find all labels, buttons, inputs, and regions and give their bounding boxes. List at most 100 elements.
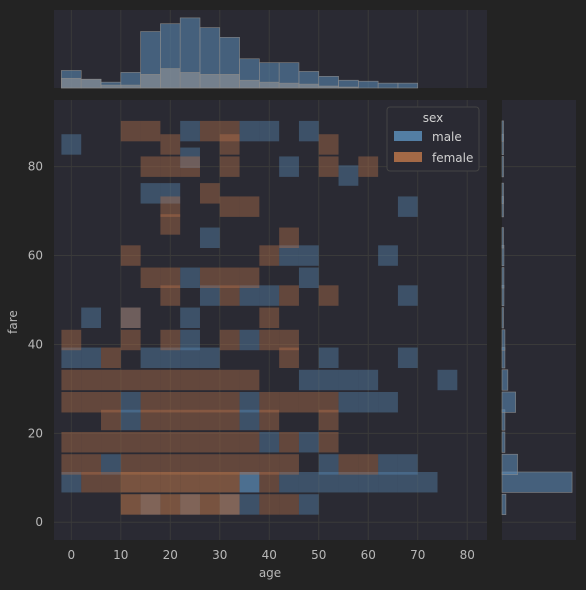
age-histogram-bar-female — [100, 84, 122, 89]
x-tick-label: 40 — [262, 548, 277, 562]
heatmap-cell-male — [180, 347, 200, 368]
heatmap-cell-male — [378, 392, 398, 413]
fare-histogram-bar — [501, 267, 505, 289]
heatmap-cell-female — [180, 454, 200, 475]
fare-histogram-bar — [501, 227, 504, 249]
heatmap-cell-female — [318, 134, 339, 155]
heatmap-cell-male — [239, 329, 260, 351]
heatmap-cell-female — [81, 454, 102, 475]
age-histogram-bar — [377, 82, 399, 89]
heatmap-cell-female — [199, 120, 220, 142]
heatmap-cell-female — [160, 494, 181, 515]
heatmap-cell-male — [378, 472, 398, 493]
x-tick-label: 30 — [212, 548, 227, 562]
main-heatmap-cells — [61, 120, 458, 515]
heatmap-cell-female — [160, 329, 181, 351]
heatmap-cell-male — [298, 472, 319, 493]
heatmap-cell-female — [318, 432, 339, 453]
heatmap-cell-male — [180, 147, 200, 168]
x-tick-label: 20 — [163, 548, 178, 562]
x-tick-label: 60 — [361, 548, 376, 562]
heatmap-cell-female — [101, 369, 121, 391]
heatmap-cell-male — [259, 120, 280, 142]
heatmap-cell-female — [101, 432, 121, 453]
heatmap-cell-female — [140, 369, 161, 391]
heatmap-cell-female — [180, 156, 200, 177]
heatmap-cell-female — [160, 156, 181, 177]
heatmap-cell-female — [61, 454, 82, 475]
heatmap-cell-female — [140, 409, 161, 431]
age-histogram-bar-female — [318, 85, 339, 89]
heatmap-cell-female — [140, 454, 161, 475]
age-histogram-bar-female — [219, 74, 240, 89]
heatmap-cell-male — [397, 285, 418, 306]
heatmap-cell-male — [180, 307, 200, 328]
heatmap-cell-male — [338, 165, 359, 186]
heatmap-cell-male — [318, 454, 339, 475]
legend-swatch-male — [394, 131, 422, 141]
heatmap-cell-female — [180, 409, 200, 431]
heatmap-cell-female — [219, 454, 240, 475]
heatmap-cell-female — [259, 245, 280, 266]
heatmap-cell-male — [239, 409, 260, 431]
heatmap-cell-female — [219, 134, 240, 155]
heatmap-cell-female — [160, 369, 181, 391]
age-histogram-bar-female — [80, 78, 102, 89]
main-plot-panel — [54, 100, 487, 540]
heatmap-cell-female — [120, 329, 141, 351]
age-histogram-bar-female — [179, 72, 201, 89]
heatmap-cell-male — [338, 369, 359, 391]
heatmap-cell-female — [298, 392, 319, 413]
heatmap-cell-male — [358, 472, 379, 493]
heatmap-cell-male — [140, 347, 161, 368]
heatmap-cell-female — [81, 432, 102, 453]
heatmap-cell-female — [318, 409, 339, 431]
fare-histogram-bar — [501, 369, 509, 391]
heatmap-cell-female — [180, 494, 200, 515]
fare-histogram-bar — [501, 307, 504, 329]
heatmap-cell-female — [81, 472, 102, 493]
fare-histogram-bar — [501, 471, 573, 493]
heatmap-cell-male — [298, 120, 319, 142]
heatmap-cell-male — [239, 285, 260, 306]
fare-histogram-bar — [501, 182, 504, 204]
heatmap-cell-female — [279, 285, 299, 306]
heatmap-cell-female — [259, 307, 280, 328]
main-grid — [54, 100, 487, 540]
heatmap-cell-female — [219, 432, 240, 453]
age-histogram-bar — [397, 82, 419, 89]
heatmap-cell-male — [160, 183, 181, 204]
fare-histogram-bar — [501, 493, 507, 515]
heatmap-cell-female — [279, 227, 299, 248]
heatmap-cell-male — [199, 227, 220, 248]
legend-swatch-female — [394, 152, 422, 162]
x-tick-label: 50 — [311, 548, 326, 562]
x-tick-label: 70 — [410, 548, 425, 562]
heatmap-cell-male — [437, 369, 458, 391]
heatmap-cell-female — [120, 432, 141, 453]
heatmap-cell-female — [61, 329, 82, 351]
heatmap-cell-female — [120, 454, 141, 475]
heatmap-cell-female — [219, 285, 240, 306]
heatmap-cell-female — [259, 454, 280, 475]
fare-histogram-bar — [501, 409, 506, 431]
age-histogram-bar-female — [298, 83, 320, 89]
heatmap-cell-female — [219, 267, 240, 288]
heatmap-cell-female — [160, 134, 181, 155]
age-histogram-bar-female — [160, 68, 181, 89]
heatmap-cell-female — [199, 392, 220, 413]
heatmap-cell-male — [298, 432, 319, 453]
heatmap-cell-female — [199, 454, 220, 475]
heatmap-cell-male — [120, 409, 141, 431]
heatmap-cell-female — [160, 392, 181, 413]
heatmap-cell-female — [279, 392, 299, 413]
heatmap-cell-female — [259, 472, 280, 493]
heatmap-cell-female — [101, 472, 121, 493]
right-marginal-bars — [501, 120, 573, 515]
heatmap-cell-female — [318, 156, 339, 177]
heatmap-cell-female — [61, 392, 82, 413]
heatmap-cell-female — [120, 369, 141, 391]
heatmap-cell-male — [298, 494, 319, 515]
heatmap-cell-male — [298, 245, 319, 266]
heatmap-cell-female — [239, 432, 260, 453]
